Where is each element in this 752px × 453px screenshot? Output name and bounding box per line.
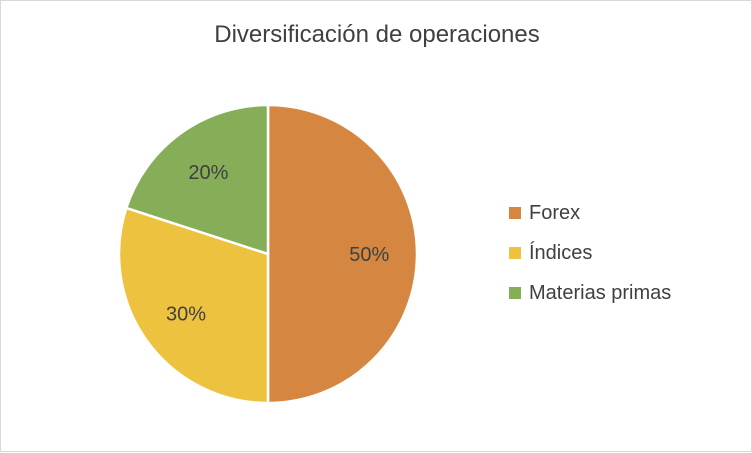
data-label-indices: 30%	[166, 304, 206, 326]
data-label-forex: 50%	[349, 244, 389, 266]
legend-swatch-forex	[509, 207, 521, 219]
chart-title: Diversificación de operaciones	[214, 21, 540, 48]
legend-item-forex: Forex	[509, 193, 671, 233]
legend-label: Forex	[529, 201, 581, 224]
pie-slice-forex	[266, 103, 419, 405]
legend-label: Materias primas	[529, 281, 672, 304]
pie-slice-indices	[117, 206, 270, 405]
legend-swatch-indices	[509, 247, 521, 259]
legend-item-materias-primas: Materias primas	[509, 273, 671, 313]
legend-swatch-materias-primas	[509, 287, 521, 299]
legend-item-indices: Índices	[509, 233, 671, 273]
data-label-materias-primas: 20%	[188, 162, 228, 184]
pie-slice-materias-primas	[124, 103, 270, 256]
legend: Forex Índices Materias primas	[509, 193, 671, 313]
legend-label: Índices	[529, 241, 593, 264]
